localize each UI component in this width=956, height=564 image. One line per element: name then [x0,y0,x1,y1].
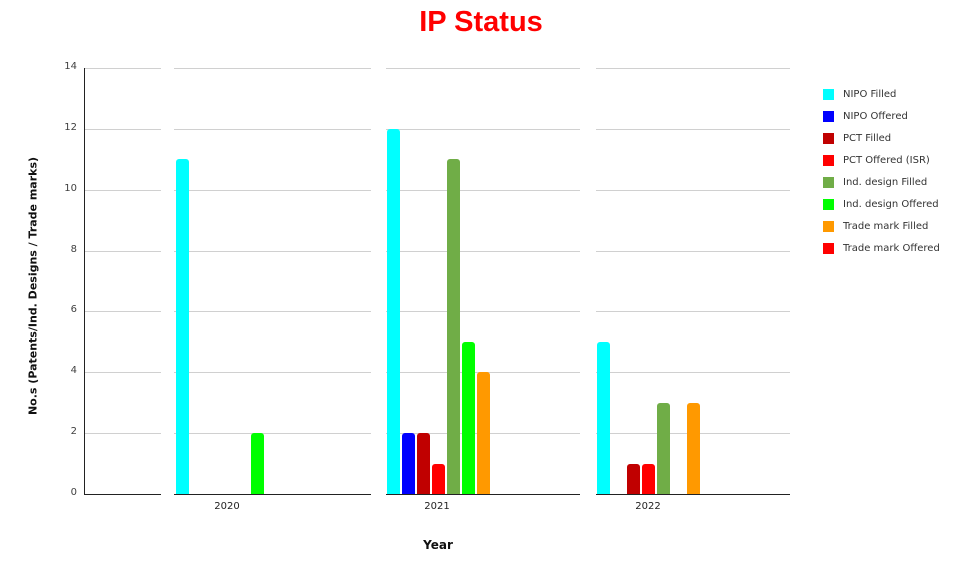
legend-label: Ind. design Offered [843,198,939,210]
y-tick-label: 4 [70,365,77,377]
y-tick-label: 2 [70,426,77,438]
bar[interactable] [627,463,640,494]
x-tick-label: 2022 [635,501,661,512]
legend-item[interactable]: Ind. design Offered [823,193,940,215]
legend-label: Ind. design Filled [843,176,928,188]
gridline [386,250,580,252]
legend-swatch-icon [823,176,834,188]
legend-item[interactable]: Trade mark Filled [823,215,940,237]
y-tick-label: 10 [64,182,77,194]
legend-label: NIPO Filled [843,88,897,100]
gridline [85,189,161,191]
gridline [85,433,161,435]
bar[interactable] [387,128,400,494]
legend-item[interactable]: Ind. design Filled [823,171,940,193]
bar[interactable] [687,402,700,494]
legend: NIPO Filled NIPO Offered PCT Filled PCT Off… [823,83,940,259]
gridline [85,250,161,252]
legend-item[interactable]: PCT Offered (ISR) [823,149,940,171]
bar[interactable] [251,433,264,494]
gridline [85,68,161,69]
x-axis-line [85,494,161,495]
bar[interactable] [176,159,189,494]
legend-swatch-icon [823,154,834,166]
bar[interactable] [447,159,460,494]
x-axis-line [174,494,371,495]
legend-swatch-icon [823,242,834,254]
x-axis-label: Year [423,538,453,552]
x-tick-label: 2020 [214,501,240,512]
bar[interactable] [657,402,670,494]
gridline [174,250,371,252]
x-axis-line [596,494,790,495]
bar[interactable] [417,433,430,494]
legend-item[interactable]: NIPO Offered [823,105,940,127]
gridline [174,128,371,130]
bar[interactable] [597,341,610,494]
gridline [85,311,161,313]
gridline [596,68,790,69]
gridline [174,433,371,435]
gridline [596,250,790,252]
legend-swatch-icon [823,132,834,144]
chart-title: IP Status [419,6,543,38]
bar[interactable] [462,341,475,494]
gridline [85,128,161,130]
gridline [85,372,161,374]
legend-item[interactable]: Trade mark Offered [823,237,940,259]
gridline [174,372,371,374]
legend-label: PCT Offered (ISR) [843,154,930,166]
bar[interactable] [642,463,655,494]
legend-swatch-icon [823,198,834,210]
y-tick-label: 14 [64,61,77,72]
bar[interactable] [477,372,490,494]
gridline [174,311,371,313]
x-tick-label: 2021 [424,501,450,512]
y-axis-line [84,68,85,495]
y-tick-label: 12 [64,121,77,133]
legend-label: Trade mark Offered [843,242,940,254]
gridline [386,189,580,191]
legend-swatch-icon [823,110,834,122]
y-tick-label: 8 [70,243,77,255]
gridline [596,372,790,374]
gridline [386,311,580,313]
legend-label: PCT Filled [843,132,892,144]
legend-item[interactable]: NIPO Filled [823,83,940,105]
gridline [596,311,790,313]
legend-swatch-icon [823,220,834,232]
gridline [174,189,371,191]
bar[interactable] [432,463,445,494]
y-axis-label: No.s (Patents/Ind. Designs / Trade marks… [26,156,40,416]
legend-item[interactable]: PCT Filled [823,127,940,149]
legend-label: NIPO Offered [843,110,908,122]
y-tick-label: 0 [70,487,77,498]
gridline [596,128,790,130]
gridline [174,68,371,69]
legend-swatch-icon [823,88,834,100]
bar[interactable] [402,433,415,494]
gridline [386,128,580,130]
y-tick-label: 6 [70,304,77,316]
gridline [596,189,790,191]
gridline [386,68,580,69]
x-axis-line [386,494,580,495]
legend-label: Trade mark Filled [843,220,929,232]
